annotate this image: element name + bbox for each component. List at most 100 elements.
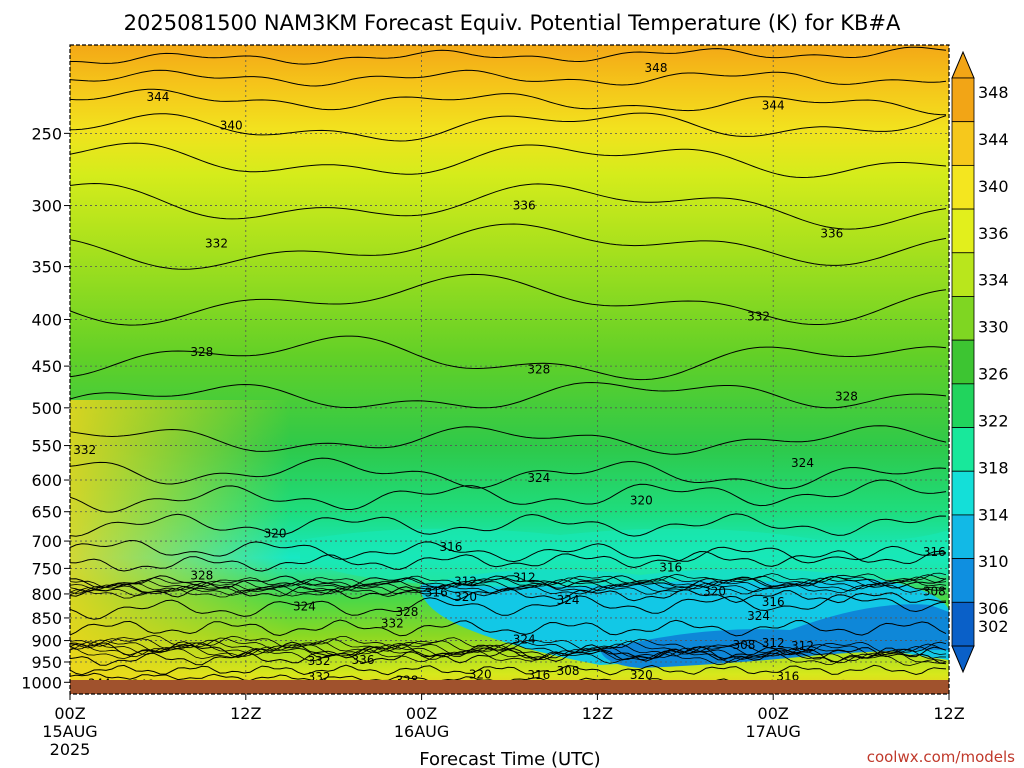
contour-label: 308 (732, 638, 755, 652)
contour-label-text: 308 (923, 584, 946, 598)
contour-line-dense (70, 574, 947, 590)
contour-label: 324 (557, 593, 580, 607)
contour-label-text: 316 (425, 585, 448, 599)
colorbar-bottom-arrow (951, 645, 975, 674)
contour-label-text: 328 (835, 390, 858, 404)
contour-label-text: 324 (557, 593, 580, 607)
contour-label-text: 316 (659, 560, 682, 574)
contour-label: 324 (293, 600, 316, 614)
x-tick-date: 17AUG (745, 722, 800, 741)
contour-label-text: 320 (630, 494, 653, 508)
colorbar-segment (951, 470, 975, 516)
colorbar-label: 336 (978, 224, 1009, 243)
contour-label: 328 (835, 390, 858, 404)
contour-label-text: 332 (205, 236, 228, 250)
contour-line (70, 646, 947, 666)
y-tick-label: 450 (31, 357, 62, 376)
contour-label-text: 312 (791, 639, 814, 653)
y-tick-label: 950 (31, 653, 62, 672)
colorbar-label: 310 (978, 552, 1009, 571)
contour-label: 332 (381, 616, 404, 630)
contour-label-text: 324 (293, 600, 316, 614)
x-tick-label: 00Z (758, 704, 789, 723)
contour-label: 320 (454, 590, 477, 604)
contour-line-dense (70, 584, 947, 599)
colorbar-label: 340 (978, 177, 1009, 196)
contour-label-text: 312 (454, 574, 477, 588)
contour-label: 324 (513, 632, 536, 646)
grid-lines (70, 45, 949, 694)
contour-line (70, 88, 947, 116)
contour-line (70, 664, 947, 676)
colorbar-label: 302 (978, 617, 1009, 636)
y-tick-label: 700 (31, 532, 62, 551)
contour-label-text: 336 (513, 199, 536, 213)
x-tick-label: 12Z (230, 704, 261, 723)
plot-area: 3483443443403363363323323283283283323243… (70, 45, 949, 694)
contour-line-dense (70, 637, 947, 657)
contour-label-text: 328 (527, 363, 550, 377)
contour-label: 308 (923, 584, 946, 598)
contour-label-text: 332 (381, 616, 404, 630)
contour-line (70, 539, 946, 564)
contour-label-text: 316 (439, 540, 462, 554)
contour-label: 312 (762, 636, 785, 650)
contour-label: 316 (425, 585, 448, 599)
colorbar-segment (951, 558, 975, 603)
contour-label: 336 (513, 199, 536, 213)
contour-label-text: 320 (703, 584, 726, 598)
y-tick-label: 300 (31, 197, 62, 216)
contour-label: 332 (205, 236, 228, 250)
contour-label-text: 348 (645, 61, 668, 75)
y-tick-label: 600 (31, 471, 62, 490)
contour-label: 324 (791, 456, 814, 470)
contour-line-dense (70, 576, 947, 593)
contour-label: 340 (220, 118, 243, 132)
x-tick-label: 12Z (582, 704, 613, 723)
contour-label-text: 312 (762, 636, 785, 650)
contour-label-text: 324 (747, 609, 770, 623)
y-tick-label: 350 (31, 258, 62, 277)
contour-label: 344 (146, 90, 169, 104)
colorbar-label: 326 (978, 365, 1009, 384)
contour-label: 320 (264, 527, 287, 541)
colorbar-segment (951, 252, 975, 297)
ground-surface (70, 680, 949, 694)
contour-label-text: 328 (190, 345, 213, 359)
contour-line (70, 273, 947, 326)
contour-label: 332 (308, 654, 331, 668)
contour-label: 312 (513, 570, 536, 584)
colorbar-label: 306 (978, 599, 1009, 618)
contour-line-dense (70, 578, 947, 594)
colorbar-label: 344 (978, 130, 1009, 149)
contour-label-text: 316 (527, 668, 550, 682)
coldest-pocket (600, 604, 949, 668)
contour-label: 320 (630, 668, 653, 682)
colorbar-segment (951, 296, 975, 341)
colorbar-segment (951, 208, 975, 254)
contour-label-text: 340 (220, 118, 243, 132)
contour-label: 308 (557, 664, 580, 678)
y-axis: 250 300 350 400 450 500 550 600 650 700 750 800 850 9… (21, 124, 70, 692)
y-tick-label: 650 (31, 503, 62, 522)
contour-label: 328 (395, 605, 418, 619)
colorbar-label: 330 (978, 318, 1009, 337)
contour-label: 320 (630, 494, 653, 508)
contour-line-dense (70, 634, 947, 653)
contour-label: 328 (190, 345, 213, 359)
x-tick-year: 2025 (50, 740, 91, 759)
y-tick-label: 250 (31, 124, 62, 143)
contour-label: 316 (527, 668, 550, 682)
contour-line (70, 594, 947, 620)
contour-label: 344 (762, 98, 785, 112)
contour-line-dense (70, 643, 947, 664)
credit-link[interactable]: coolwx.com/models (867, 748, 1015, 766)
y-tick-label: 500 (31, 399, 62, 418)
x-tick-label: 00Z (406, 704, 437, 723)
contour-label: 332 (747, 309, 770, 323)
cool-band-mid-levels (300, 528, 949, 587)
contour-label-text: 316 (776, 669, 799, 683)
contour-label-text: 312 (513, 570, 536, 584)
